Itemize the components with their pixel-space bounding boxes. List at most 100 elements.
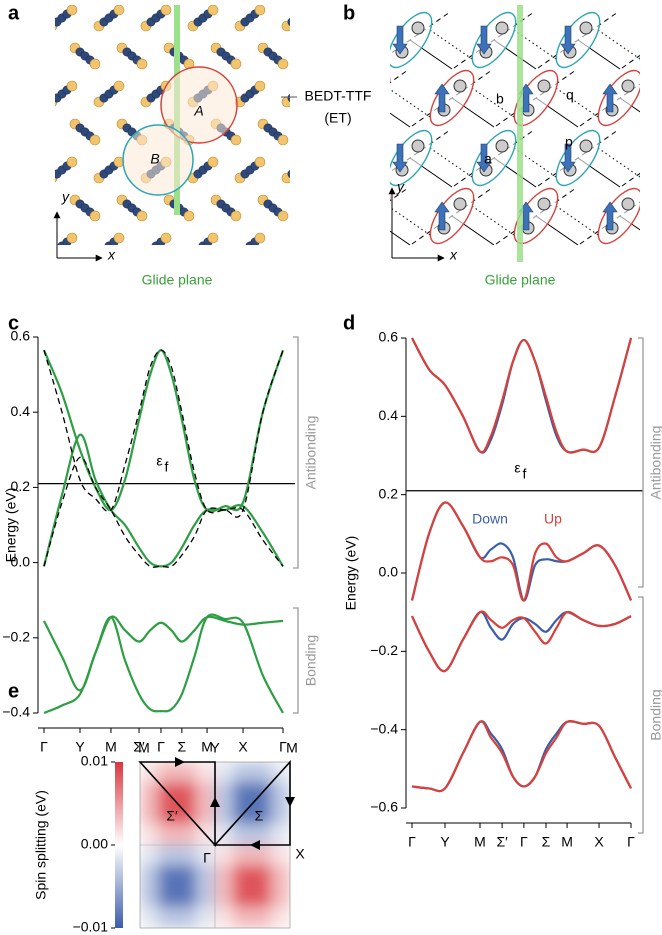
- dimer: [597, 69, 640, 127]
- heat-cell: [214, 844, 235, 867]
- x-tick-label: Σ′: [133, 739, 145, 755]
- y-tick-label: 0.4: [379, 407, 399, 423]
- heat-cell: [233, 865, 253, 887]
- k-point-label: Γ: [203, 850, 211, 866]
- band-line: [43, 613, 284, 715]
- atom: [281, 20, 290, 32]
- heat-cell: [140, 886, 160, 908]
- heat-cell: [214, 762, 235, 784]
- colorbar-tick-label: 0.01: [81, 753, 108, 769]
- atom: [282, 249, 292, 259]
- site: [537, 79, 551, 93]
- atom: [194, 246, 202, 254]
- colorbar-tick-label: −0.01: [73, 919, 109, 935]
- band-line: [411, 610, 632, 673]
- y-tick-label: −0.6: [370, 799, 398, 815]
- legend-label: Down: [472, 511, 508, 527]
- bond: [597, 29, 640, 60]
- atom: [321, 56, 329, 64]
- y-tick-label: −0.4: [2, 704, 30, 720]
- atom: [254, 80, 266, 92]
- atom: [136, 210, 148, 222]
- k-point-label: X: [295, 846, 305, 862]
- atom: [66, 232, 78, 244]
- bond-label: a: [484, 151, 492, 167]
- atom: [47, 249, 57, 259]
- site: [370, 198, 382, 210]
- spin-arrow: [645, 26, 659, 54]
- site: [354, 104, 366, 116]
- atom: [188, 249, 198, 259]
- y-tick-label: 0.4: [11, 403, 31, 419]
- axis-label: y: [396, 179, 405, 195]
- band-line: [42, 349, 285, 513]
- k-point-label: Σ′: [166, 808, 178, 824]
- dimer: [471, 11, 517, 69]
- atom: [113, 232, 125, 244]
- atom: [298, 162, 306, 170]
- dimer: [390, 129, 433, 187]
- k-path-arrow: [210, 797, 220, 807]
- dimer: [513, 187, 559, 245]
- band-line: [411, 720, 632, 793]
- heat-cell: [177, 865, 197, 887]
- atom: [254, 232, 266, 244]
- site: [411, 139, 425, 153]
- y-tick-label: −0.2: [370, 642, 398, 658]
- atom: [160, 5, 172, 16]
- x-tick-label: Γ: [40, 739, 48, 755]
- atom: [89, 58, 101, 70]
- band-line: [43, 349, 284, 518]
- atom: [293, 242, 301, 250]
- heat-cell: [252, 906, 272, 928]
- atom: [66, 5, 78, 16]
- bond: [429, 147, 473, 178]
- heatmap: [140, 762, 290, 928]
- bond: [555, 87, 599, 118]
- spin-arrow: [309, 144, 323, 172]
- atom: [230, 58, 242, 70]
- panel-label: a: [8, 2, 20, 24]
- atom: [277, 210, 289, 222]
- atom: [160, 232, 172, 244]
- atom: [281, 172, 290, 184]
- dimer: [429, 187, 475, 245]
- atom: [281, 96, 290, 108]
- k-point-label: M: [286, 740, 298, 756]
- axis-label: x: [107, 247, 116, 263]
- y-tick-label: 0.2: [11, 478, 31, 494]
- dimer: [639, 129, 640, 187]
- spin-arrow: [476, 25, 492, 55]
- k-point-label: M: [138, 740, 150, 756]
- x-tick-label: Σ: [542, 834, 551, 850]
- bond: [639, 206, 640, 207]
- heat-cell: [270, 844, 290, 867]
- x-tick-label: X: [238, 739, 248, 755]
- heat-cell: [214, 865, 235, 887]
- heat-cell: [195, 886, 216, 908]
- molecule-abbrev: (ET): [324, 110, 351, 126]
- band-line: [43, 615, 284, 692]
- heat-cell: [140, 906, 160, 928]
- atom: [311, 200, 319, 208]
- heat-cell: [252, 865, 272, 887]
- heat-cell: [195, 803, 216, 825]
- atom: [325, 211, 335, 221]
- atom: [207, 5, 219, 16]
- x-tick-label: Γ: [279, 739, 287, 755]
- bond: [390, 88, 431, 118]
- panel-label: e: [8, 680, 19, 702]
- bond: [471, 205, 515, 236]
- site-b-circle: [122, 124, 194, 196]
- dimer: [513, 69, 559, 127]
- fermi-symbol: ε: [156, 452, 162, 468]
- heat-cell: [177, 906, 197, 928]
- heat-cell: [233, 823, 253, 846]
- atom: [293, 166, 301, 174]
- heat-cell: [270, 865, 290, 887]
- k-path-arrow: [250, 840, 260, 850]
- bond: [471, 87, 515, 118]
- spin-arrow: [476, 143, 492, 173]
- spin-arrow: [351, 202, 365, 230]
- site: [312, 164, 324, 176]
